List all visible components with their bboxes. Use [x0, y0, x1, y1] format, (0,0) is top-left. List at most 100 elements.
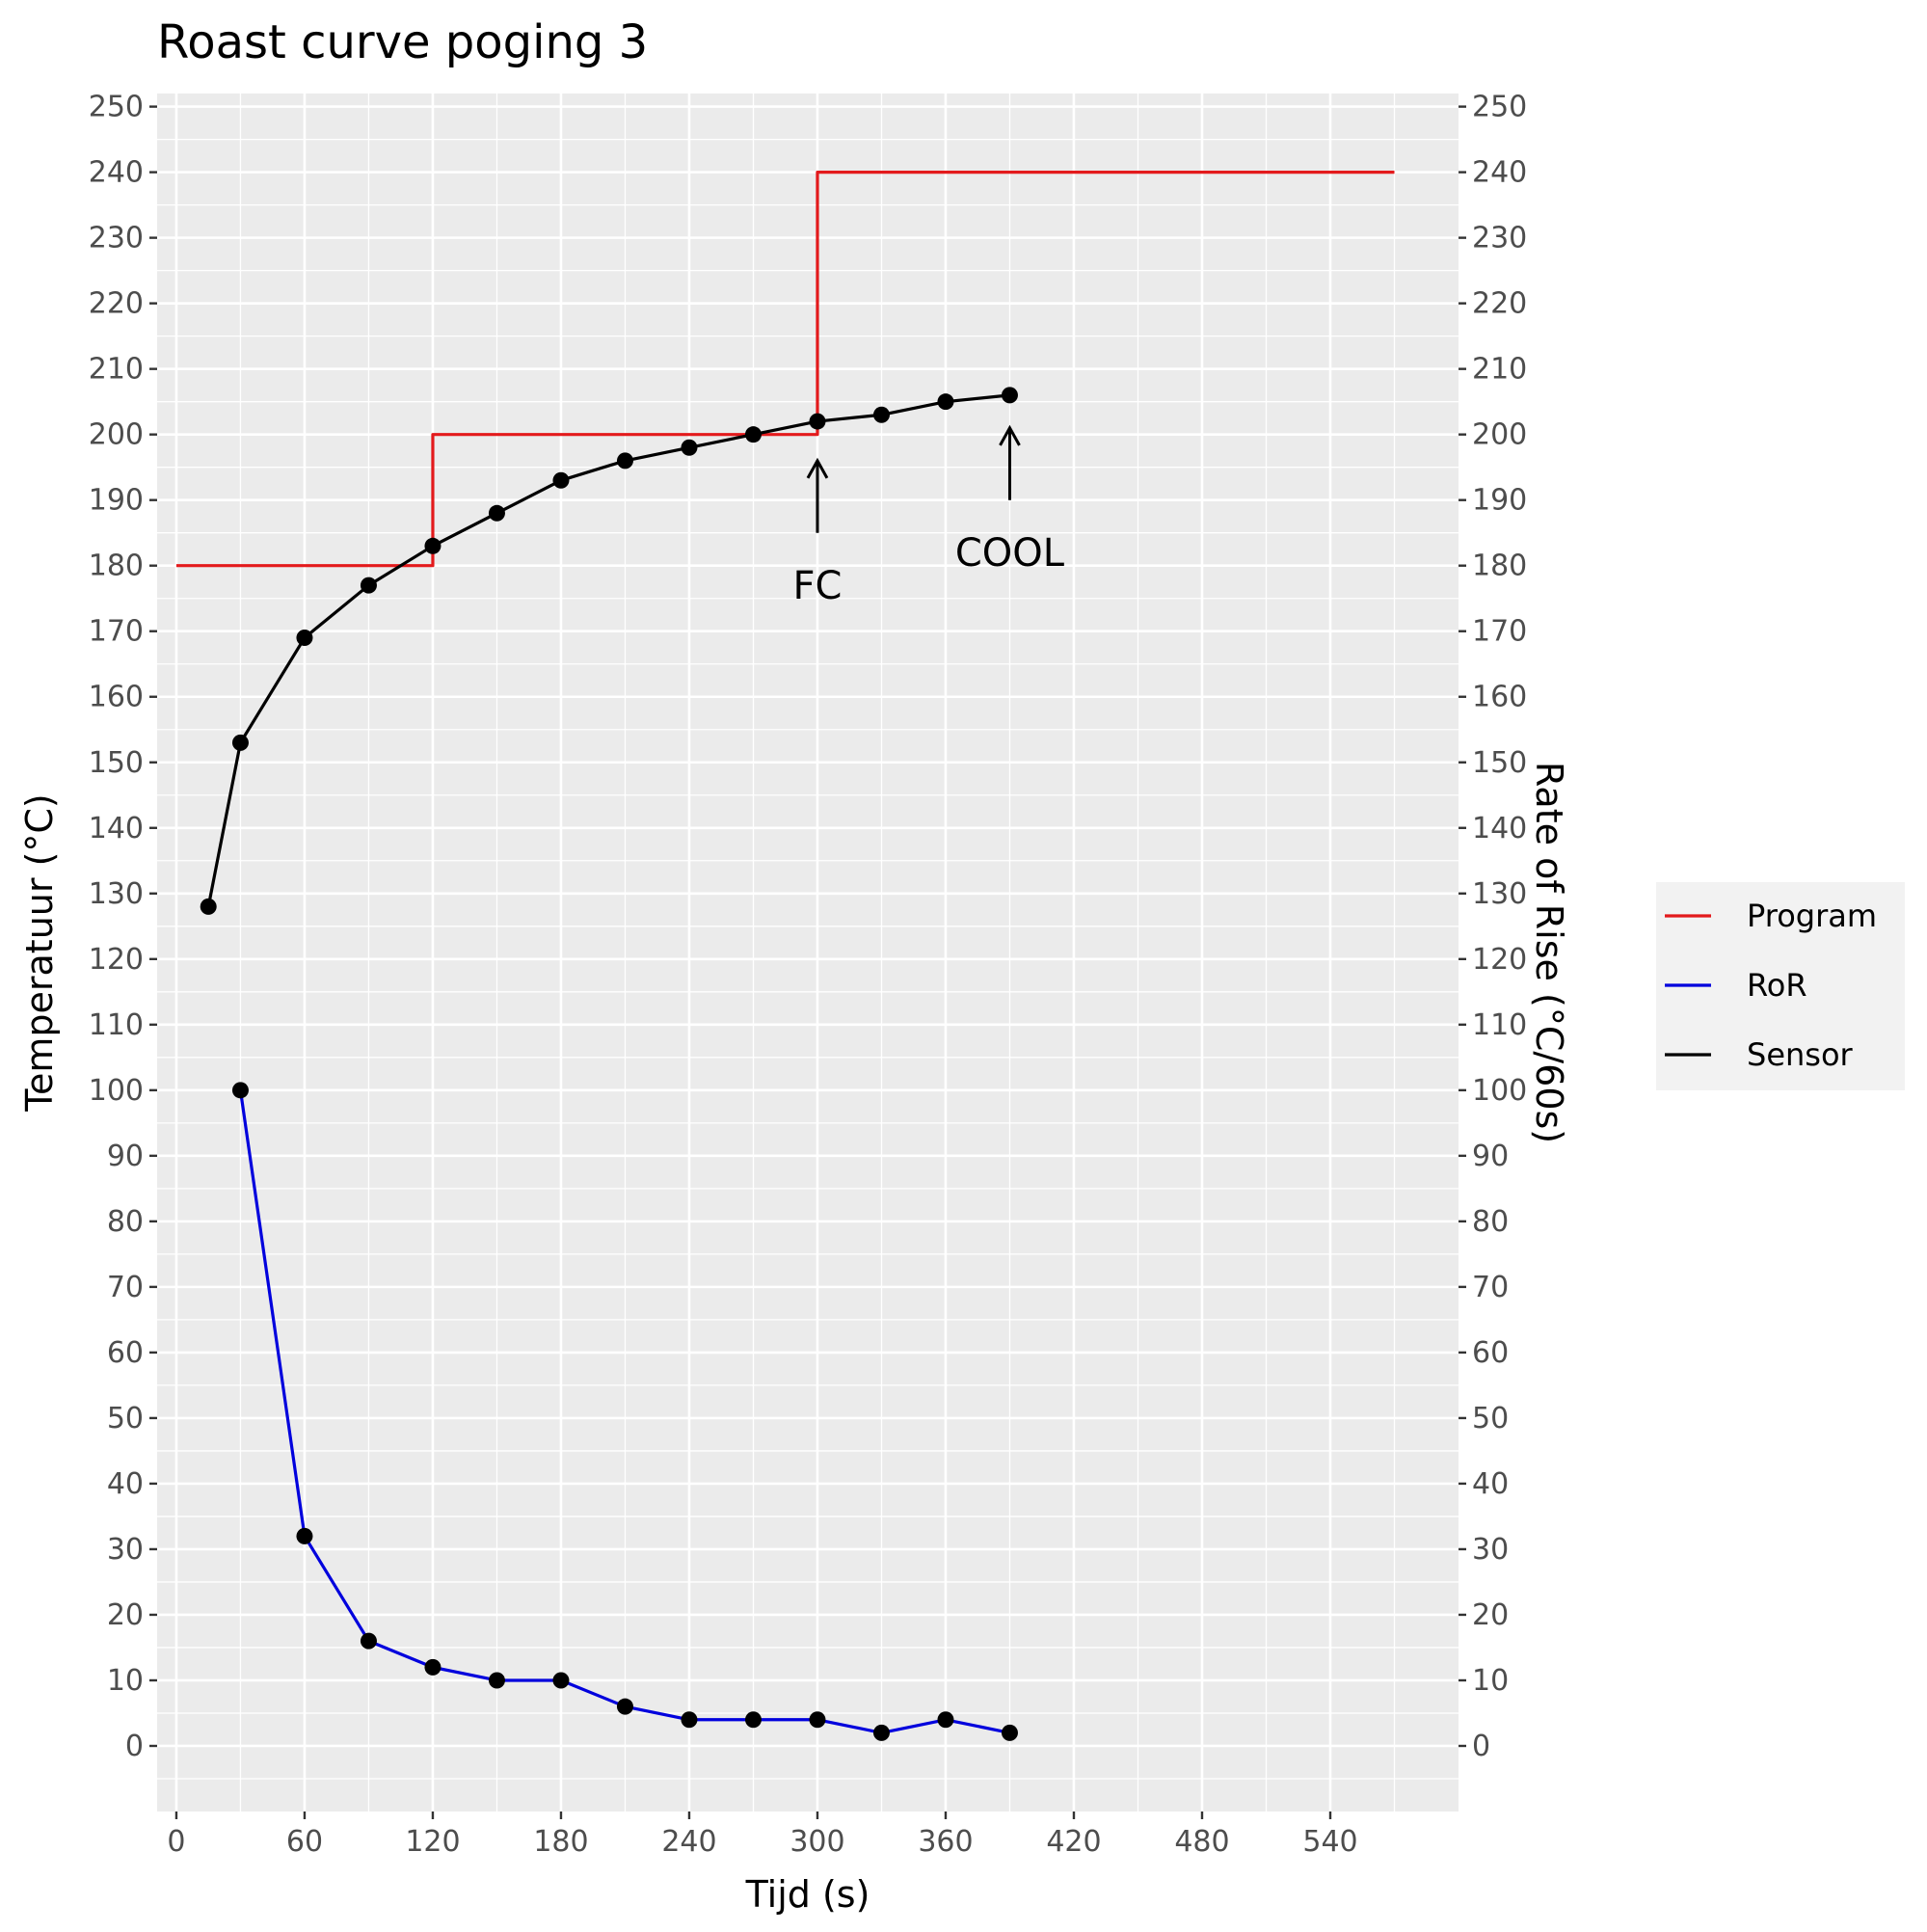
- y2-tick-label: 170: [1472, 615, 1527, 649]
- sensor-point: [231, 734, 249, 751]
- series-layer: [175, 171, 1395, 1741]
- y-tick-label: 0: [125, 1730, 144, 1763]
- x-tick-label: 120: [405, 1825, 460, 1859]
- y-tick-label: 170: [89, 615, 144, 649]
- y-tick-label: 160: [89, 681, 144, 714]
- ror-point: [424, 1658, 442, 1676]
- ror-point: [360, 1632, 377, 1650]
- y2-tick-label: 80: [1472, 1205, 1509, 1239]
- x-tick-label: 480: [1174, 1825, 1229, 1859]
- y-tick-label: 200: [89, 418, 144, 452]
- fc-arrow-head: [806, 457, 829, 479]
- y-tick-label: 250: [89, 91, 144, 124]
- y2-axis-title: Rate of Rise (°C/60s): [1528, 762, 1570, 1143]
- y2-tick-label: 30: [1472, 1533, 1509, 1567]
- sensor-point: [872, 406, 890, 423]
- y-tick-label: 20: [107, 1598, 144, 1632]
- x-tick-label: 360: [918, 1825, 973, 1859]
- y2-tick-label: 100: [1472, 1074, 1527, 1108]
- sensor-point: [424, 537, 442, 554]
- y2-tick-label: 90: [1472, 1140, 1509, 1173]
- x-tick-label: 420: [1046, 1825, 1101, 1859]
- sensor-point: [552, 471, 570, 489]
- sensor-point: [1001, 387, 1018, 404]
- x-tick-label: 540: [1302, 1825, 1357, 1859]
- y-axis-title: Temperatuur (°C): [18, 793, 61, 1113]
- fc-annotation-label: FC: [793, 564, 843, 608]
- ror-point: [616, 1698, 633, 1715]
- y-tick-label: 210: [89, 353, 144, 387]
- cool-arrow-head: [999, 424, 1021, 446]
- y-tick-label: 110: [89, 1008, 144, 1042]
- sensor-point: [744, 426, 762, 443]
- y2-tick-label: 210: [1472, 353, 1527, 387]
- y2-tick-label: 10: [1472, 1664, 1509, 1698]
- y-tick-label: 70: [107, 1271, 144, 1304]
- axes: 0 60 120 180 240 300 360 420 480 540 0 0 10 10 20 20 30 3…: [89, 91, 1528, 1859]
- y2-tick-label: 190: [1472, 484, 1527, 518]
- y2-tick-label: 150: [1472, 746, 1527, 780]
- y2-tick-label: 130: [1472, 877, 1527, 911]
- program-line: [175, 171, 1395, 568]
- sensor-point: [488, 504, 505, 522]
- sensor-point: [200, 898, 217, 915]
- sensor-point: [681, 439, 698, 456]
- y-tick-label: 230: [89, 222, 144, 255]
- x-tick-label: 60: [286, 1825, 323, 1859]
- y2-tick-label: 40: [1472, 1467, 1509, 1501]
- ror-point: [809, 1711, 826, 1729]
- sensor-point: [809, 413, 826, 430]
- y-tick-label: 100: [89, 1074, 144, 1108]
- ror-point: [681, 1711, 698, 1729]
- y2-tick-label: 250: [1472, 91, 1527, 124]
- y-tick-label: 140: [89, 812, 144, 845]
- x-tick-label: 240: [661, 1825, 716, 1859]
- y-tick-label: 150: [89, 746, 144, 780]
- x-tick-label: 180: [533, 1825, 588, 1859]
- y-tick-label: 40: [107, 1467, 144, 1501]
- y2-tick-label: 200: [1472, 418, 1527, 452]
- legend-label-program: Program: [1747, 898, 1877, 934]
- y2-tick-label: 180: [1472, 550, 1527, 583]
- ror-point: [488, 1672, 505, 1689]
- legend-label-sensor: Sensor: [1747, 1036, 1854, 1073]
- chart-title: Roast curve poging 3: [157, 15, 648, 69]
- y-tick-label: 130: [89, 877, 144, 911]
- y-tick-label: 60: [107, 1336, 144, 1370]
- y2-tick-label: 50: [1472, 1402, 1509, 1436]
- y2-tick-label: 60: [1472, 1336, 1509, 1370]
- ror-point: [231, 1082, 249, 1099]
- y-tick-label: 80: [107, 1205, 144, 1239]
- y-tick-label: 190: [89, 484, 144, 518]
- cool-annotation-label: COOL: [955, 531, 1065, 576]
- ror-point: [937, 1711, 954, 1729]
- x-tick-label: 0: [167, 1825, 185, 1859]
- x-axis-title: Tijd (s): [745, 1873, 870, 1916]
- y-tick-label: 180: [89, 550, 144, 583]
- sensor-point: [937, 393, 954, 411]
- y2-tick-label: 0: [1472, 1730, 1490, 1763]
- ror-point: [296, 1527, 313, 1544]
- y-tick-label: 90: [107, 1140, 144, 1173]
- y-tick-label: 30: [107, 1533, 144, 1567]
- sensor-point: [296, 630, 313, 647]
- y2-tick-label: 220: [1472, 287, 1527, 321]
- ror-point: [744, 1711, 762, 1729]
- y2-tick-label: 240: [1472, 156, 1527, 190]
- sensor-point: [616, 452, 633, 470]
- y2-tick-label: 70: [1472, 1271, 1509, 1304]
- annotations: FC COOL: [793, 424, 1065, 608]
- y-tick-label: 220: [89, 287, 144, 321]
- y2-tick-label: 110: [1472, 1008, 1527, 1042]
- legend: Program RoR Sensor: [1656, 882, 1905, 1090]
- y-tick-label: 240: [89, 156, 144, 190]
- ror-point: [1001, 1724, 1018, 1741]
- plot-panel: [157, 94, 1459, 1811]
- y-tick-label: 120: [89, 943, 144, 977]
- sensor-point: [360, 577, 377, 594]
- y2-tick-label: 230: [1472, 222, 1527, 255]
- y2-tick-label: 140: [1472, 812, 1527, 845]
- grid-lines: [157, 94, 1459, 1811]
